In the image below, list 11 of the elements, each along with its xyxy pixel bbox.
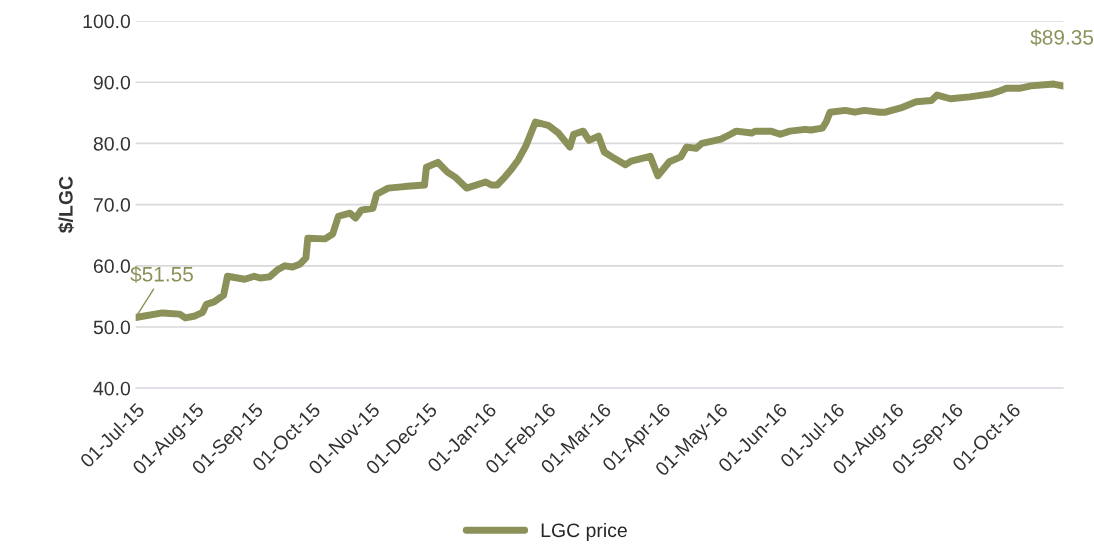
- y-tick-label: 50.0: [93, 320, 131, 335]
- y-tick-label: 70.0: [93, 198, 131, 212]
- y-tick-label: 40.0: [93, 381, 131, 396]
- y-tick-label: 90.0: [93, 75, 131, 90]
- y-tick-label: 60.0: [93, 259, 131, 274]
- y-axis-title: $/LGC: [58, 176, 74, 233]
- y-tick-label: 80.0: [93, 136, 131, 151]
- annotation: $51.55: [130, 265, 193, 283]
- annotation: $89.35: [1030, 29, 1094, 46]
- y-tick-label: 100.0: [83, 14, 131, 29]
- legend-label: LGC price: [541, 522, 627, 542]
